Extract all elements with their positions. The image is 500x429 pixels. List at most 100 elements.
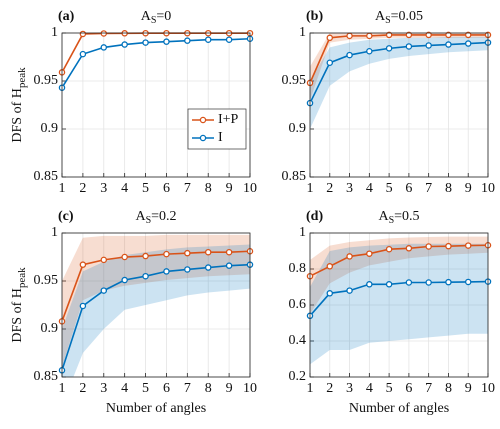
x-tick-label: 5 [142,181,149,196]
title-rest: =0.05 [391,9,423,24]
x-tick-label: 2 [326,181,333,196]
x-tick-label: 10 [243,181,257,196]
data-point [425,42,432,49]
data-point [464,40,472,47]
panel-title: AS=0 [141,9,172,26]
data-point [464,278,472,286]
x-tick-label: 5 [142,381,149,396]
title-sub: S [385,15,391,26]
data-point [405,31,413,39]
legend-label: I [218,130,223,145]
data-point [326,263,334,270]
axes-frame [309,32,489,178]
y-tick-label: 1 [51,225,58,240]
series-line [309,280,489,317]
x-tick-label: 5 [386,381,393,396]
panel-title: AS=0.2 [135,209,176,226]
error-band [310,36,488,130]
x-tick-label: 10 [243,381,257,396]
data-point [326,59,334,67]
data-point [142,39,149,46]
y-tick-label: 0.95 [34,73,59,88]
panel-label: (c) [58,209,74,224]
data-point [121,41,128,48]
y-tick-label: 0.4 [289,333,307,348]
series-line [61,250,251,322]
x-tick-label: 6 [405,381,412,396]
legend-box [187,108,247,150]
title-rest: =0 [156,9,171,24]
y-tick-label: 0.85 [282,169,307,184]
data-point [445,41,452,48]
legend-marker [199,134,207,142]
data-point [445,31,452,39]
data-point [385,45,393,52]
series-line [309,34,488,84]
y-tick-label: 0.6 [289,297,307,312]
data-point [142,252,149,260]
y-tick-label: 0.2 [289,369,307,384]
data-point [405,245,413,252]
x-tick-label: 4 [121,381,128,396]
y-axis-label: DFS of Hpeak [10,267,27,343]
x-tick-label: 6 [163,381,170,396]
data-point [425,31,432,39]
data-point [79,261,87,268]
data-point [163,250,170,258]
y-tick-label: 1 [299,225,306,240]
x-tick-label: 9 [226,381,233,396]
x-tick-label: 4 [366,381,373,396]
x-tick-label: 7 [184,381,191,396]
data-point [366,32,373,40]
data-point [326,34,334,42]
x-tick-label: 8 [205,181,212,196]
data-point [464,242,472,249]
data-point [366,250,373,257]
x-tick-label: 4 [366,181,373,196]
title-main: A [378,209,389,224]
panel: 0.20.40.60.811 2 3 4 5 6 7 8 9 10(d) AS=0.5Number … [289,209,496,416]
x-tick-label: 1 [307,381,314,396]
y-axis-label: DFS of Hpeak [10,67,27,143]
axes-frame [309,232,489,378]
data-point [204,248,212,256]
y-tick-label: 1 [51,25,58,40]
data-point [100,44,108,51]
y-tick-label: 0.9 [41,121,59,136]
x-tick-label: 10 [481,181,495,196]
axes-frame [61,32,251,178]
data-point [163,268,170,275]
x-tick-label: 7 [184,181,191,196]
data-point [204,264,212,271]
data-point [79,50,87,58]
x-tick-label: 9 [465,381,472,396]
y-tick-label: 1 [299,25,306,40]
data-point [225,262,233,269]
title-rest: =0.2 [151,209,176,224]
x-tick-label: 6 [163,181,170,196]
series-line [309,41,489,104]
data-point [366,281,373,288]
x-tick-label: 1 [59,181,66,196]
legend-marker [199,116,207,124]
data-point [184,249,191,257]
y-tick-label: 0.95 [282,73,307,88]
data-point [366,47,373,55]
data-point [121,253,128,261]
data-point [100,287,108,294]
x-tick-label: 2 [326,381,333,396]
panel-label: (d) [306,209,323,224]
data-point [445,278,452,286]
title-sub: S [146,215,152,226]
x-tick-label: 8 [445,381,452,396]
data-point [184,37,191,44]
title-rest: =0.5 [394,209,419,224]
y-label-main: DFS of H [10,288,25,342]
y-tick-label: 0.95 [34,273,59,288]
x-tick-label: 5 [386,181,393,196]
data-point [121,276,128,284]
data-point [425,243,432,250]
title-main: A [135,209,146,224]
